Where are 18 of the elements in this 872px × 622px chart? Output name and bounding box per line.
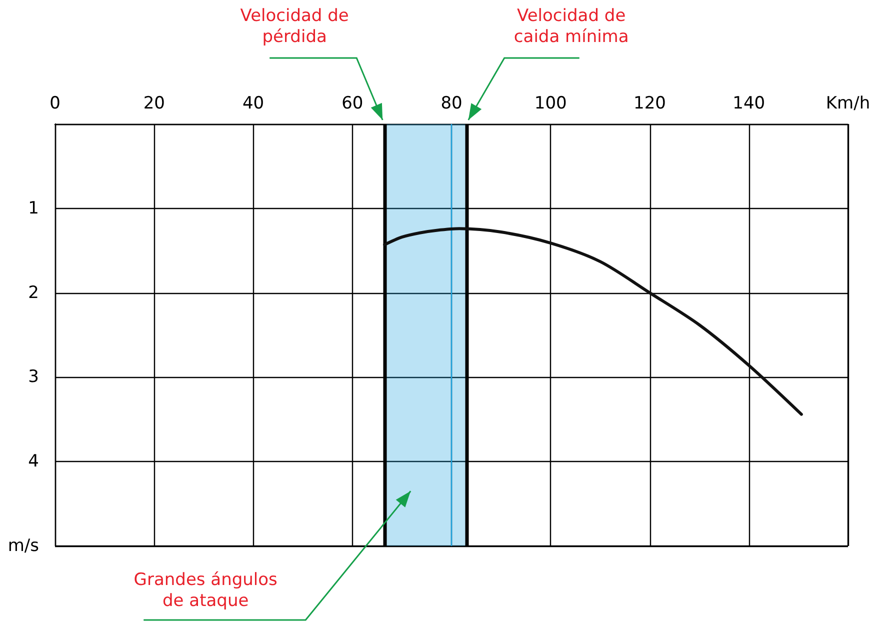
y-tick-label: 1 — [28, 198, 39, 218]
ref-line-label: Velocidad de pérdida — [240, 6, 349, 48]
x-tick-label: 40 — [242, 94, 264, 114]
line-series — [383, 227, 803, 416]
x-tick-label: 20 — [143, 94, 165, 114]
x-tick-label: 80 — [440, 94, 462, 114]
y-tick-label: 4 — [28, 452, 39, 472]
x-tick-label: 0 — [50, 94, 60, 114]
y-tick-label: 3 — [28, 367, 39, 388]
ref-line-label: Velocidad de caida mínima — [514, 6, 629, 48]
x-axis-title: Km/h — [826, 94, 870, 114]
x-tick-label: 120 — [634, 94, 666, 114]
x-tick-label: 100 — [534, 94, 567, 114]
y-axis-title: m/s — [8, 536, 40, 556]
y-tick-label: 2 — [28, 282, 39, 303]
band-label: Grandes ángulos de ataque — [134, 570, 278, 612]
x-tick-label: 140 — [732, 94, 766, 114]
x-tick-label: 60 — [342, 94, 364, 114]
